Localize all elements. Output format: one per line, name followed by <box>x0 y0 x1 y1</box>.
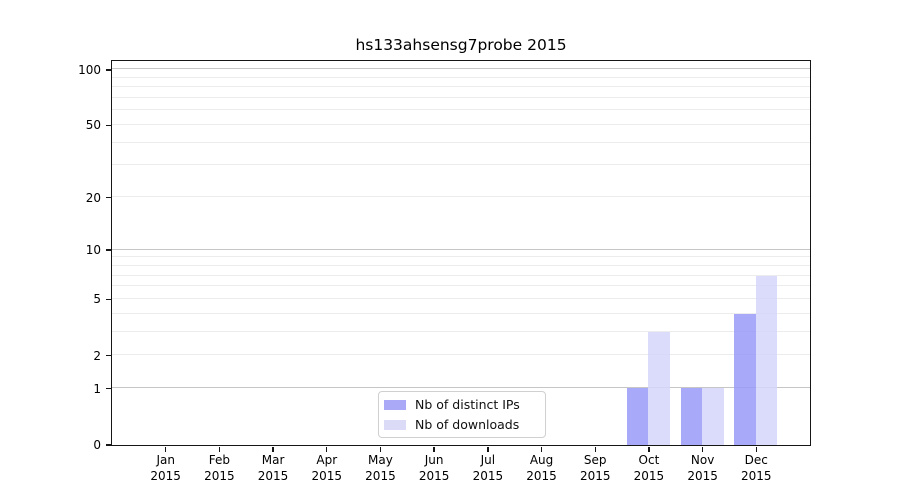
y-tick-label-10: 10 <box>85 243 101 258</box>
x-tick-mark-dec-2015 <box>755 446 757 452</box>
y-tick-label-2: 2 <box>93 348 101 363</box>
x-tick-mark-nov-2015 <box>701 446 704 452</box>
y-tick-label-20: 20 <box>85 190 101 205</box>
x-tick-label-aug-2015: Aug 2015 <box>526 453 557 483</box>
gridline-minor-90 <box>111 76 810 78</box>
bar-nb-of-downloads-oct-2015 <box>648 331 670 445</box>
gridline-minor-9 <box>111 256 810 258</box>
gridline-major-100 <box>111 68 810 70</box>
legend-swatch-downloads <box>384 419 406 430</box>
y-tick-mark-20 <box>105 196 112 199</box>
gridline-minor-5 <box>111 297 810 299</box>
gridline-minor-4 <box>111 312 810 314</box>
y-tick-mark-0 <box>105 444 112 446</box>
gridline-minor-40 <box>111 141 810 143</box>
legend-swatch-distinct-ips <box>384 399 406 410</box>
y-tick-mark-100 <box>105 69 112 71</box>
legend-label-downloads: Nb of downloads <box>415 417 520 432</box>
x-tick-mark-aug-2015 <box>540 446 543 452</box>
gridline-major-1 <box>111 387 810 389</box>
x-tick-mark-feb-2015 <box>218 446 221 452</box>
x-tick-label-apr-2015: Apr 2015 <box>311 453 343 483</box>
gridline-minor-3 <box>111 330 810 332</box>
x-tick-mark-mar-2015 <box>272 446 274 452</box>
gridline-minor-7 <box>111 274 810 276</box>
y-tick-mark-1 <box>105 387 112 390</box>
plot-area <box>110 59 811 446</box>
y-tick-label-1: 1 <box>93 381 101 396</box>
y-tick-label-5: 5 <box>93 292 101 307</box>
x-tick-label-mar-2015: Mar 2015 <box>257 453 289 483</box>
gridline-minor-60 <box>111 109 810 111</box>
bar-nb-of-distinct-ips-dec-2015 <box>734 313 756 445</box>
y-tick-label-0: 0 <box>93 438 101 452</box>
gridline-minor-30 <box>111 164 810 166</box>
x-tick-mark-oct-2015 <box>648 446 650 452</box>
y-tick-mark-10 <box>105 249 112 251</box>
legend-item-distinct-ips: Nb of distinct IPs <box>384 396 537 413</box>
x-tick-label-nov-2015: Nov 2015 <box>687 453 718 483</box>
x-tick-label-sep-2015: Sep 2015 <box>579 453 611 483</box>
x-tick-mark-sep-2015 <box>594 446 596 452</box>
x-tick-mark-jun-2015 <box>433 446 435 452</box>
bar-nb-of-distinct-ips-nov-2015 <box>680 388 703 445</box>
x-tick-label-oct-2015: Oct 2015 <box>633 453 665 483</box>
x-tick-label-dec-2015: Dec 2015 <box>741 453 772 483</box>
y-tick-label-100: 100 <box>78 62 101 77</box>
x-tick-label-feb-2015: Feb 2015 <box>204 453 235 483</box>
gridline-minor-6 <box>111 285 810 287</box>
y-tick-mark-5 <box>105 298 112 301</box>
legend: Nb of distinct IPs Nb of downloads <box>378 391 546 438</box>
legend-item-downloads: Nb of downloads <box>384 416 537 433</box>
y-tick-label-50: 50 <box>85 118 101 133</box>
x-tick-mark-apr-2015 <box>326 446 328 452</box>
y-tick-mark-2 <box>105 355 112 357</box>
x-tick-label-jan-2015: Jan 2015 <box>150 453 181 483</box>
bar-nb-of-downloads-dec-2015 <box>755 275 778 445</box>
gridline-minor-8 <box>111 264 810 266</box>
gridline-minor-2 <box>111 354 810 356</box>
x-tick-label-may-2015: May 2015 <box>365 453 396 483</box>
legend-label-distinct-ips: Nb of distinct IPs <box>415 397 520 412</box>
gridline-minor-70 <box>111 97 810 99</box>
x-tick-label-jul-2015: Jul 2015 <box>472 453 504 483</box>
x-tick-mark-may-2015 <box>379 446 382 452</box>
gridline-minor-20 <box>111 196 810 198</box>
y-tick-mark-50 <box>105 124 112 127</box>
x-tick-mark-jan-2015 <box>164 446 167 452</box>
gridline-minor-50 <box>111 123 810 125</box>
gridline-minor-80 <box>111 86 810 88</box>
x-tick-label-jun-2015: Jun 2015 <box>418 453 450 483</box>
gridline-major-10 <box>111 248 810 250</box>
bar-nb-of-distinct-ips-oct-2015 <box>626 388 649 445</box>
bar-nb-of-downloads-nov-2015 <box>702 388 724 445</box>
chart-title: hs133ahsensg7probe 2015 <box>355 36 567 54</box>
x-tick-mark-jul-2015 <box>487 446 489 452</box>
